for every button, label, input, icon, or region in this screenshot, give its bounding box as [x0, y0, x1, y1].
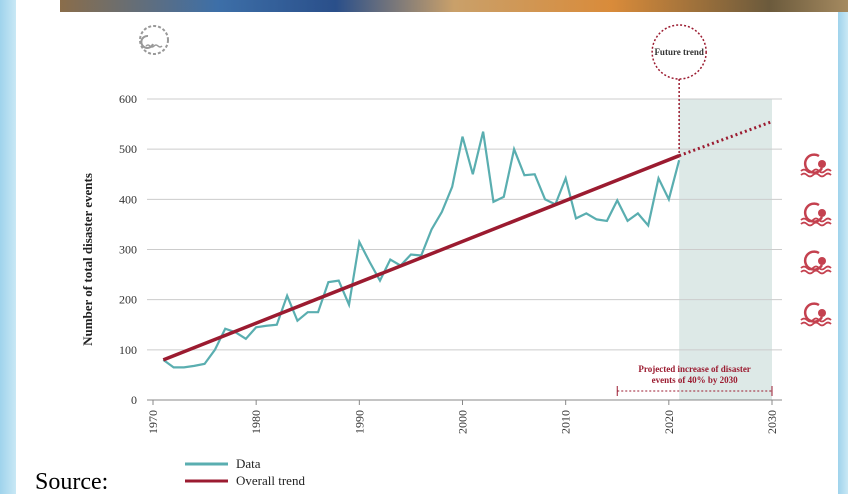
icon-wave — [800, 172, 832, 178]
x-tick-label: 2020 — [662, 410, 676, 434]
icon-wave — [800, 321, 832, 327]
right-border — [838, 12, 848, 494]
icon-c — [803, 250, 824, 271]
future-trend-label-text: Future trend — [654, 47, 703, 57]
data-line — [162, 131, 681, 369]
left-border — [0, 0, 16, 494]
x-tick-label: 2010 — [559, 410, 573, 434]
future-trend-line — [678, 120, 773, 158]
icon-dot — [818, 309, 826, 317]
icon-c — [803, 153, 824, 174]
icon-c — [803, 302, 824, 323]
y-tick-label: 300 — [119, 243, 137, 257]
icon-wave — [800, 217, 832, 223]
x-tick-label: 1980 — [249, 410, 263, 434]
icon-wave — [800, 265, 832, 271]
icon-dot — [818, 257, 826, 265]
logo — [139, 25, 169, 55]
icon — [800, 302, 832, 327]
x-tick-label: 1990 — [352, 410, 366, 434]
icon — [800, 153, 832, 178]
y-tick-label: 600 — [119, 92, 137, 106]
x-tick-label: 1970 — [146, 410, 160, 434]
icon-dot — [818, 209, 826, 217]
icon-wave — [800, 168, 832, 174]
icons — [800, 153, 832, 327]
icon-wave — [800, 269, 832, 275]
icon-wave — [800, 317, 832, 323]
y-tick-label: 0 — [131, 393, 137, 407]
icon-wave — [800, 221, 832, 227]
icon-c — [803, 202, 824, 223]
y-tick-label: 100 — [119, 343, 137, 357]
annotation-text: Projected increase of disaster — [638, 364, 750, 374]
photo-strip — [60, 0, 848, 12]
source: Source: — [35, 469, 108, 494]
trend-line — [162, 154, 680, 362]
icon-dot — [818, 160, 826, 168]
legend-label: Data — [236, 456, 261, 471]
y-tick-label: 500 — [119, 142, 137, 156]
callout-circle — [651, 24, 707, 80]
future-trend-label: Future trend — [654, 47, 703, 57]
x-tick-label: 2000 — [456, 410, 470, 434]
icon — [800, 202, 832, 227]
icon — [800, 250, 832, 275]
y-tick-label: 200 — [119, 293, 137, 307]
legend-label: Overall trend — [236, 473, 305, 488]
annotation-text: events of 40% by 2030 — [652, 375, 738, 385]
x-tick-label: 2030 — [765, 410, 779, 434]
y-axis-label: Number of total disaster events — [80, 173, 95, 346]
y-tick-label: 400 — [119, 192, 137, 206]
